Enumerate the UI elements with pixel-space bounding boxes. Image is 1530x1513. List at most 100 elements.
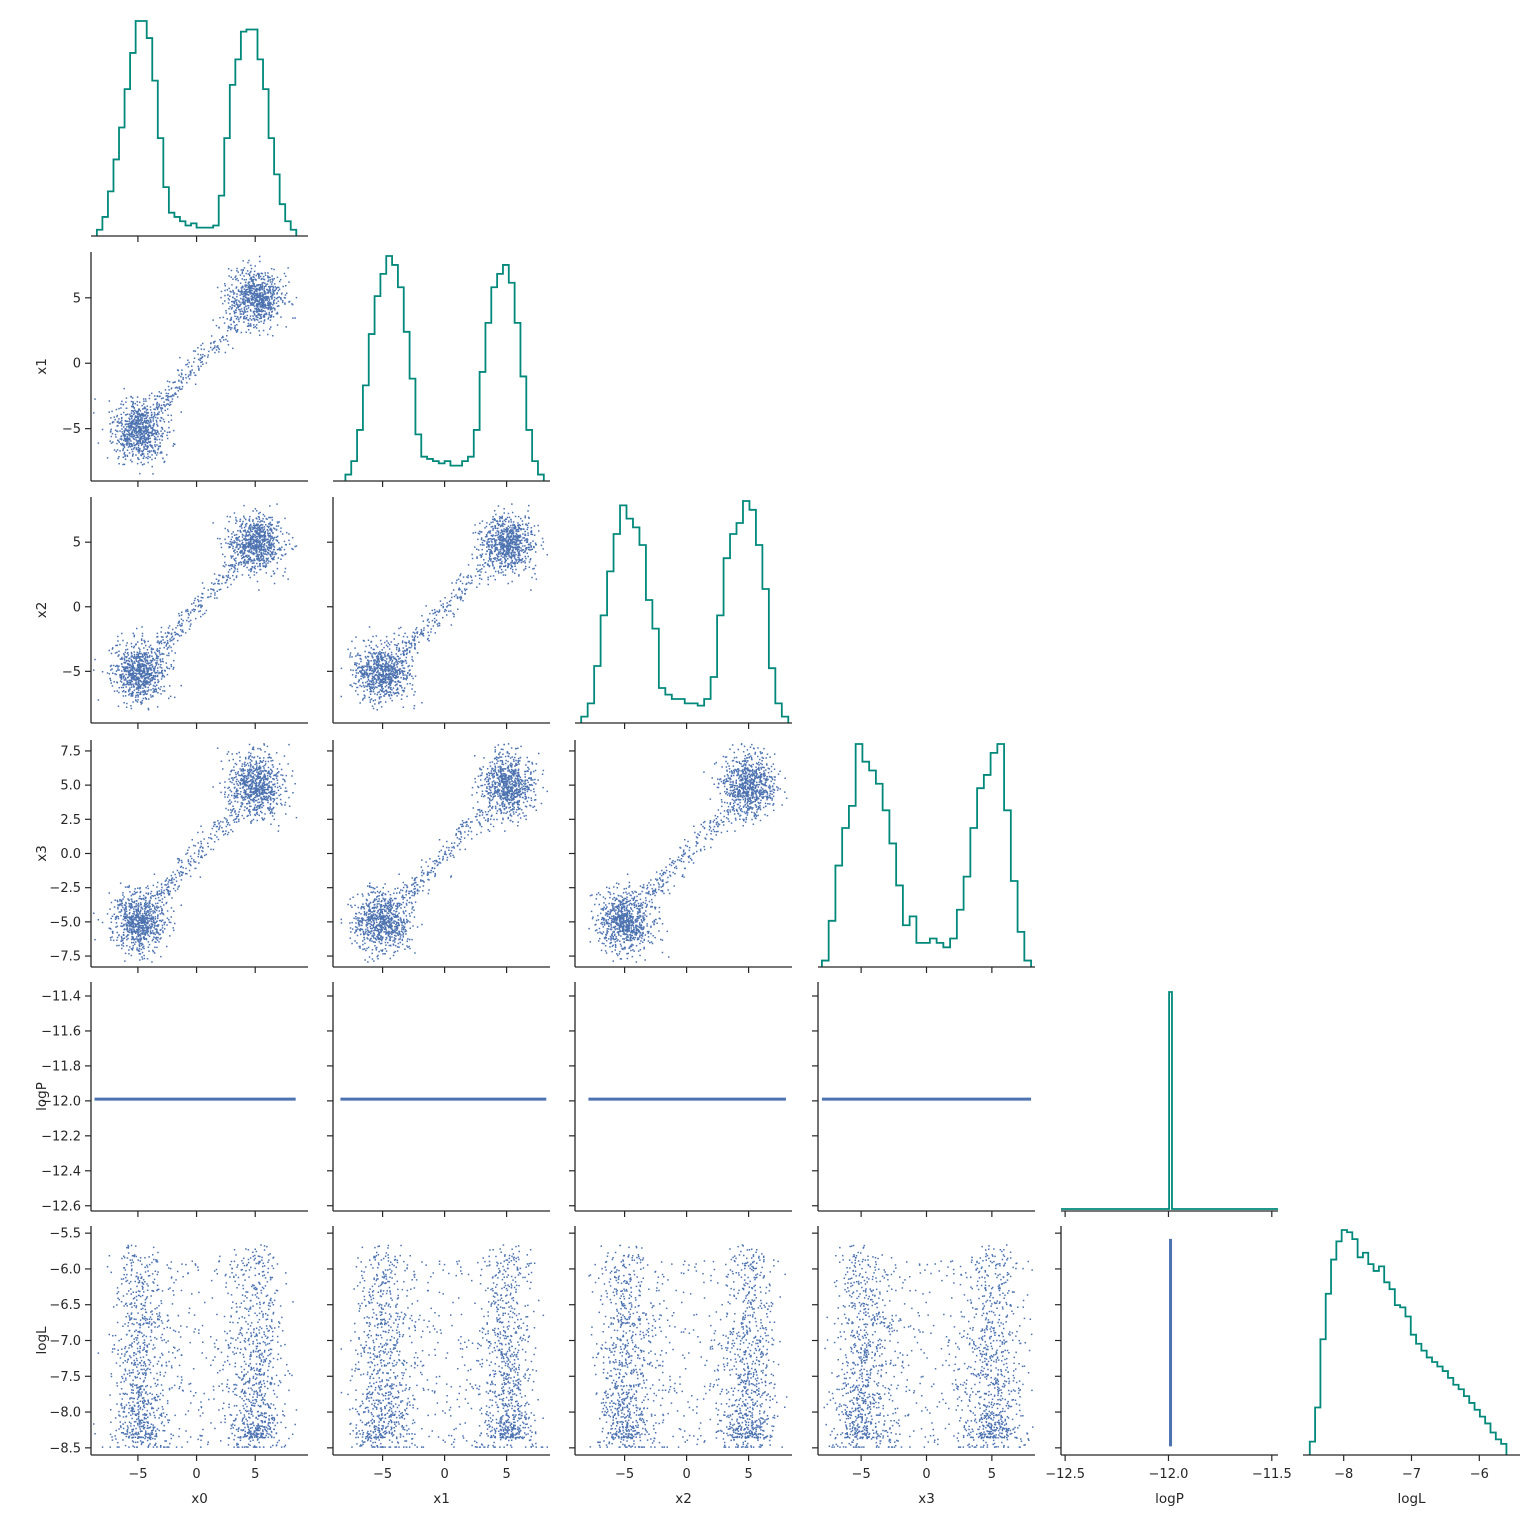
x-tick-label: −6 <box>1470 1467 1489 1482</box>
x-axis-label-logL: logL <box>1397 1491 1426 1507</box>
histogram-logP <box>1061 991 1278 1210</box>
panel-x3-vs-x3 <box>818 743 1035 973</box>
x-tick-label: −11.5 <box>1252 1467 1292 1482</box>
x-tick-label: −5 <box>373 1467 392 1482</box>
scatter-points <box>93 255 298 475</box>
panel-logL-vs-x1: −5 0 5 <box>327 1226 550 1482</box>
scatter-logL-vs-x1 <box>340 1244 548 1448</box>
y-tick-label: −11.8 <box>41 1059 81 1074</box>
panel-x2-vs-x1 <box>327 497 550 729</box>
y-tick-label: −7.5 <box>49 1370 81 1385</box>
scatter-points <box>93 1244 298 1448</box>
scatter-x1-vs-x0 <box>93 255 298 475</box>
y-tick-label: −11.6 <box>41 1024 81 1039</box>
scatter-x3-vs-x2 <box>588 743 788 963</box>
y-tick-label: 5 <box>73 536 81 551</box>
histogram-x0 <box>95 20 298 236</box>
panel-logP-vs-x3 <box>812 982 1035 1217</box>
y-tick-label: −6.5 <box>49 1298 81 1313</box>
scatter-points <box>93 743 298 963</box>
y-axis-label-logL: logL <box>34 1326 50 1355</box>
y-axis-label-x1: x1 <box>34 358 50 375</box>
panel-x2-vs-x0: −5 0 5 <box>62 497 308 729</box>
y-tick-label: 0 <box>73 357 81 372</box>
y-tick-label: −5.5 <box>49 1227 81 1242</box>
panel-x3-vs-x2 <box>569 740 792 973</box>
panel-logL-vs-x2: −5 0 5 <box>569 1226 792 1482</box>
y-tick-label: −7.5 <box>49 950 81 965</box>
y-tick-label: −5 <box>62 665 81 680</box>
y-tick-label: −11.4 <box>41 989 81 1004</box>
x-tick-label: −12.0 <box>1149 1467 1189 1482</box>
scatter-points <box>93 503 298 711</box>
x-tick-label: 5 <box>988 1467 996 1482</box>
y-tick-label: 7.5 <box>60 744 81 759</box>
x-tick-label: −5 <box>852 1467 871 1482</box>
y-tick-label: 0.0 <box>60 847 81 862</box>
x-axis-label-x2: x2 <box>675 1491 692 1507</box>
panel-x1-vs-x1 <box>333 255 550 487</box>
x-tick-label: 0 <box>440 1467 448 1482</box>
y-tick-label: −5.0 <box>49 915 81 930</box>
x-tick-label: 5 <box>502 1467 510 1482</box>
y-tick-label: −8.0 <box>49 1406 81 1421</box>
histogram-x2 <box>580 500 790 723</box>
y-tick-label: −6.0 <box>49 1262 81 1277</box>
x-tick-label: 0 <box>682 1467 690 1482</box>
scatter-logL-vs-x2 <box>588 1244 788 1448</box>
y-tick-label: 5.0 <box>60 779 81 794</box>
x-tick-label: −7 <box>1402 1467 1421 1482</box>
scatter-points <box>823 1244 1034 1448</box>
x-axis-label-x0: x0 <box>191 1491 208 1507</box>
y-axis-label-logP: logP <box>34 1082 50 1111</box>
panel-logL-vs-x0: −5 0 5 −8.5 −8.0 −7.5 −7.0 −6.5 −6.0 −5.5 <box>49 1226 308 1482</box>
scatter-x2-vs-x1 <box>340 503 548 711</box>
scatter-points <box>340 743 548 963</box>
y-tick-label: −2.5 <box>49 881 81 896</box>
panel-logP-vs-logP <box>1061 991 1278 1217</box>
panel-x3-vs-x1 <box>327 740 550 973</box>
scatter-points <box>588 743 788 963</box>
x-axis-label-x1: x1 <box>433 1491 450 1507</box>
x-tick-label: −5 <box>615 1467 634 1482</box>
scatter-x3-vs-x0 <box>93 743 298 963</box>
histogram-logL <box>1308 1229 1508 1455</box>
scatter-logL-vs-x3 <box>823 1244 1034 1448</box>
scatter-points <box>340 503 548 711</box>
x-tick-label: 5 <box>251 1467 259 1482</box>
scatter-points <box>340 1244 548 1448</box>
panel-logL-vs-logL: −8 −7 −6 <box>1303 1229 1520 1482</box>
scatter-points <box>588 1244 788 1448</box>
panel-x0-vs-x0 <box>91 20 308 242</box>
x-tick-label: 5 <box>744 1467 752 1482</box>
panel-x2-vs-x2 <box>575 500 792 729</box>
panel-logP-vs-x2 <box>569 982 792 1217</box>
x-axis-label-logP: logP <box>1155 1491 1184 1507</box>
x-axis-label-x3: x3 <box>918 1491 935 1507</box>
panel-logL-vs-logP: −12.5 −12.0 −11.5 <box>1045 1226 1292 1482</box>
y-tick-label: −12.6 <box>41 1199 81 1214</box>
panel-logP-vs-x1 <box>327 982 550 1217</box>
y-tick-label: 0 <box>73 600 81 615</box>
scatter-logL-vs-x0 <box>93 1244 298 1448</box>
panel-logL-vs-x3: −5 0 5 <box>812 1226 1035 1482</box>
y-tick-label: 5 <box>73 291 81 306</box>
y-tick-label: −12.0 <box>41 1094 81 1109</box>
x-tick-label: 0 <box>922 1467 930 1482</box>
scatter-x3-vs-x1 <box>340 743 548 963</box>
x-tick-label: −12.5 <box>1045 1467 1085 1482</box>
y-axis-label-x3: x3 <box>34 845 50 862</box>
panel-logP-vs-x0: −12.6 −12.4 −12.2 −12.0 −11.8 −11.6 −11.4 <box>41 982 308 1217</box>
y-axis-label-x2: x2 <box>34 602 50 619</box>
histogram-x1 <box>344 255 545 481</box>
scatter-x2-vs-x0 <box>93 503 298 711</box>
panel-x1-vs-x0: −5 0 5 <box>62 252 308 487</box>
y-tick-label: −12.4 <box>41 1164 81 1179</box>
y-tick-label: −5 <box>62 422 81 437</box>
x-tick-label: −8 <box>1334 1467 1353 1482</box>
y-tick-label: −12.2 <box>41 1129 81 1144</box>
x-tick-label: −5 <box>128 1467 147 1482</box>
y-tick-label: −8.5 <box>49 1441 81 1456</box>
y-tick-label: −7.0 <box>49 1334 81 1349</box>
